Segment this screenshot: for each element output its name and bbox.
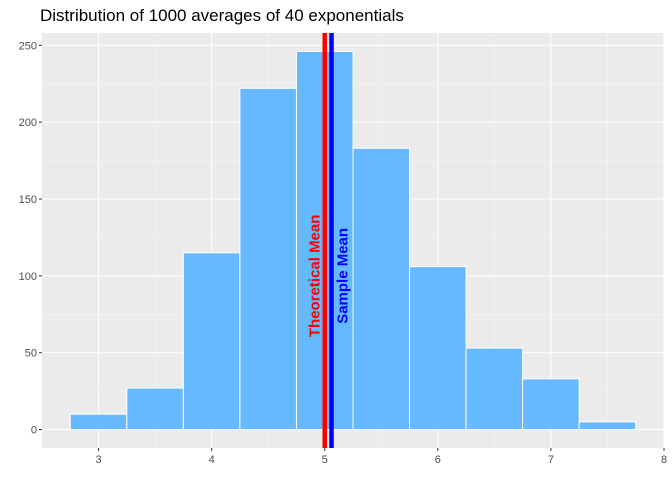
x-tick-label: 5 (322, 454, 328, 466)
histogram-bar (578, 421, 637, 431)
histogram-bar (126, 387, 184, 431)
histogram-bar (352, 147, 411, 431)
x-tick-label: 7 (548, 454, 554, 466)
sample-mean-label: Sample Mean (335, 228, 352, 324)
histogram-bar (409, 266, 467, 431)
histogram-bar (522, 378, 580, 431)
histogram-bar (182, 252, 241, 431)
chart-title: Distribution of 1000 averages of 40 expo… (40, 6, 404, 25)
theoretical-mean-label: Theoretical Mean (307, 215, 324, 338)
histogram-bar (69, 413, 128, 431)
x-tick-label: 4 (209, 454, 215, 466)
y-tick-label: 100 (19, 271, 37, 283)
histogram-bar (239, 87, 297, 431)
histogram-bar (465, 347, 524, 431)
x-tick-label: 3 (95, 454, 101, 466)
y-tick-label: 50 (25, 348, 37, 360)
x-tick-label: 6 (435, 454, 441, 466)
x-tick-label: 8 (661, 454, 667, 466)
y-tick-label: 0 (31, 425, 37, 437)
y-tick-label: 250 (19, 40, 37, 52)
y-tick-label: 200 (19, 117, 37, 129)
y-tick-label: 150 (19, 194, 37, 206)
